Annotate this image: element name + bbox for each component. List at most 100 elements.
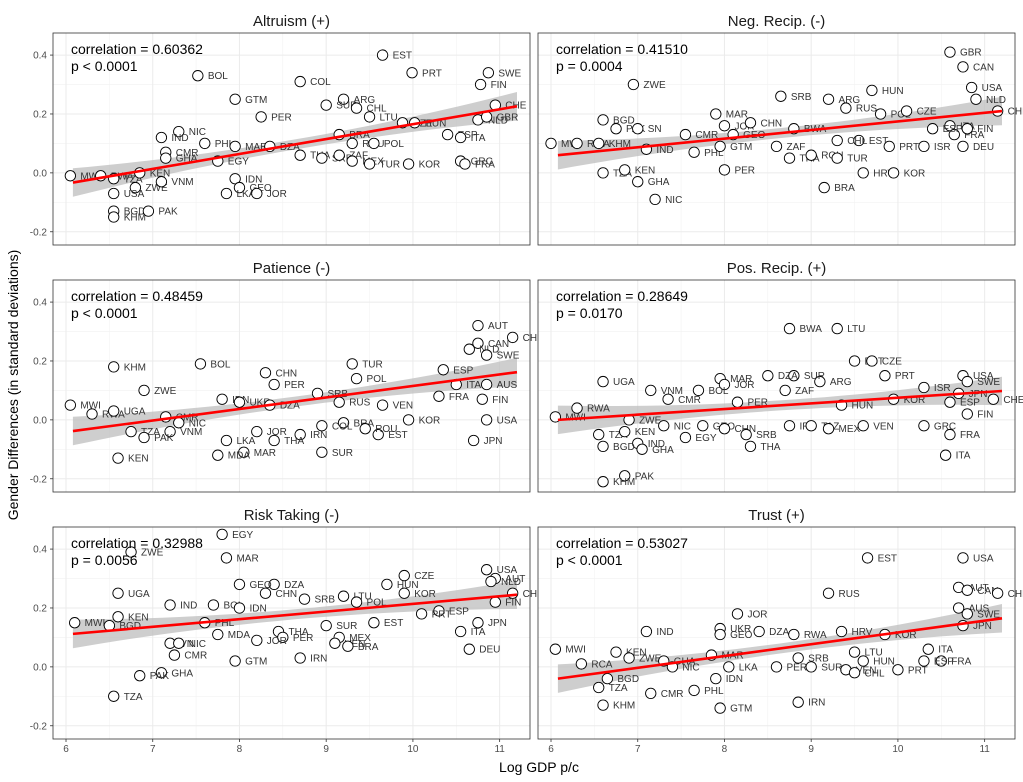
data-point: PER <box>255 111 292 123</box>
point-marker <box>350 372 363 385</box>
point-marker <box>207 599 220 611</box>
point-marker <box>194 358 207 370</box>
point-label: DZA <box>280 142 300 153</box>
point-label: IDN <box>245 174 262 185</box>
point-label: TZA <box>124 692 143 703</box>
p-value-label: p = 0.0004 <box>556 58 623 74</box>
point-marker <box>610 123 622 135</box>
data-point: ZWE <box>623 652 662 665</box>
point-label: PRT <box>908 665 928 676</box>
fit-line <box>72 593 518 636</box>
panel-strip <box>53 503 530 527</box>
x-axis-title: Log GDP p/c <box>499 759 579 775</box>
data-point: ARG <box>337 93 375 106</box>
point-label: FRA <box>964 130 984 141</box>
point-label: BWA <box>800 324 823 335</box>
data-point: FRA <box>433 390 469 403</box>
point-label: MAR <box>730 374 752 385</box>
point-label: TUR <box>362 359 383 370</box>
point-marker <box>957 61 969 73</box>
point-label: VNM <box>180 427 202 438</box>
point-label: THA <box>760 442 780 453</box>
data-point: FIN <box>489 596 521 609</box>
data-point: ITA <box>922 643 953 656</box>
point-label: RCA <box>591 659 612 670</box>
point-label: GBR <box>497 112 519 123</box>
point-label: JOR <box>734 380 754 391</box>
data-point: KHM <box>593 137 631 150</box>
point-label: ITA <box>466 380 481 391</box>
data-point: COL <box>294 75 331 88</box>
point-marker <box>679 128 692 141</box>
point-marker <box>640 625 653 638</box>
data-point: BGD <box>601 672 639 685</box>
point-marker <box>155 667 168 679</box>
point-label: AUT <box>505 574 525 585</box>
data-point: ZAF <box>779 384 814 397</box>
point-label: BRA <box>358 642 379 653</box>
panel-border <box>537 32 1016 246</box>
data-point: ZAF <box>333 149 368 162</box>
point-marker <box>454 625 467 638</box>
point-label: LKA <box>236 189 255 200</box>
point-marker <box>485 575 497 588</box>
point-marker <box>229 140 241 153</box>
point-marker <box>64 399 76 411</box>
point-label: EST <box>384 618 403 629</box>
point-label: PAK <box>150 671 170 682</box>
point-label: AUS <box>497 380 518 391</box>
data-point: KHM <box>597 699 635 712</box>
data-point: ZWE <box>138 384 177 397</box>
point-label: GHA <box>648 177 670 188</box>
point-marker <box>507 331 519 344</box>
point-marker <box>805 420 817 432</box>
point-marker <box>255 111 267 123</box>
point-marker <box>697 420 709 432</box>
data-point: TUR <box>363 158 400 171</box>
point-label: KEN <box>626 648 647 659</box>
panel-title: Risk Taking (-) <box>244 507 340 524</box>
x-tick-label: 8 <box>722 744 728 755</box>
point-marker <box>619 164 631 176</box>
point-marker <box>259 587 272 599</box>
point-label: ZWE <box>145 183 168 194</box>
point-label: CMR <box>184 651 207 662</box>
point-label: KEN <box>635 427 656 438</box>
data-point: ISR <box>918 140 951 153</box>
data-point: PHL <box>199 137 235 150</box>
point-marker <box>961 375 973 388</box>
panel-title: Neg. Recip. (-) <box>728 13 826 30</box>
data-point: CHE <box>987 393 1023 406</box>
data-point: KEN <box>619 425 656 438</box>
point-label: SWE <box>977 609 1000 620</box>
point-marker <box>337 417 350 429</box>
data-point: EST <box>368 617 403 629</box>
fit-line <box>557 389 1003 422</box>
point-label: MDA <box>228 451 251 462</box>
point-marker <box>233 602 246 614</box>
point-label: EGY <box>695 433 716 444</box>
data-point: GBR <box>480 111 519 123</box>
point-marker <box>233 181 246 194</box>
data-point: ISR <box>918 381 951 394</box>
point-marker <box>866 84 878 97</box>
data-point: THA <box>744 440 781 453</box>
data-point: KOR <box>402 414 440 426</box>
data-point: JOR <box>718 120 754 132</box>
point-marker <box>229 93 241 105</box>
point-marker <box>212 449 224 461</box>
point-marker <box>320 619 332 632</box>
data-point: USA <box>108 187 145 200</box>
p-value-label: p < 0.0001 <box>71 58 138 74</box>
point-marker <box>597 167 609 179</box>
point-marker <box>597 440 609 453</box>
point-marker <box>688 146 700 158</box>
data-point: HUN <box>857 655 895 667</box>
point-marker <box>731 396 744 408</box>
point-marker <box>710 672 722 685</box>
point-label: VEN <box>393 401 414 412</box>
data-point: ITA <box>939 449 971 462</box>
point-label: FIN <box>505 598 521 609</box>
point-marker <box>259 367 272 379</box>
data-point: GHA <box>632 176 670 188</box>
